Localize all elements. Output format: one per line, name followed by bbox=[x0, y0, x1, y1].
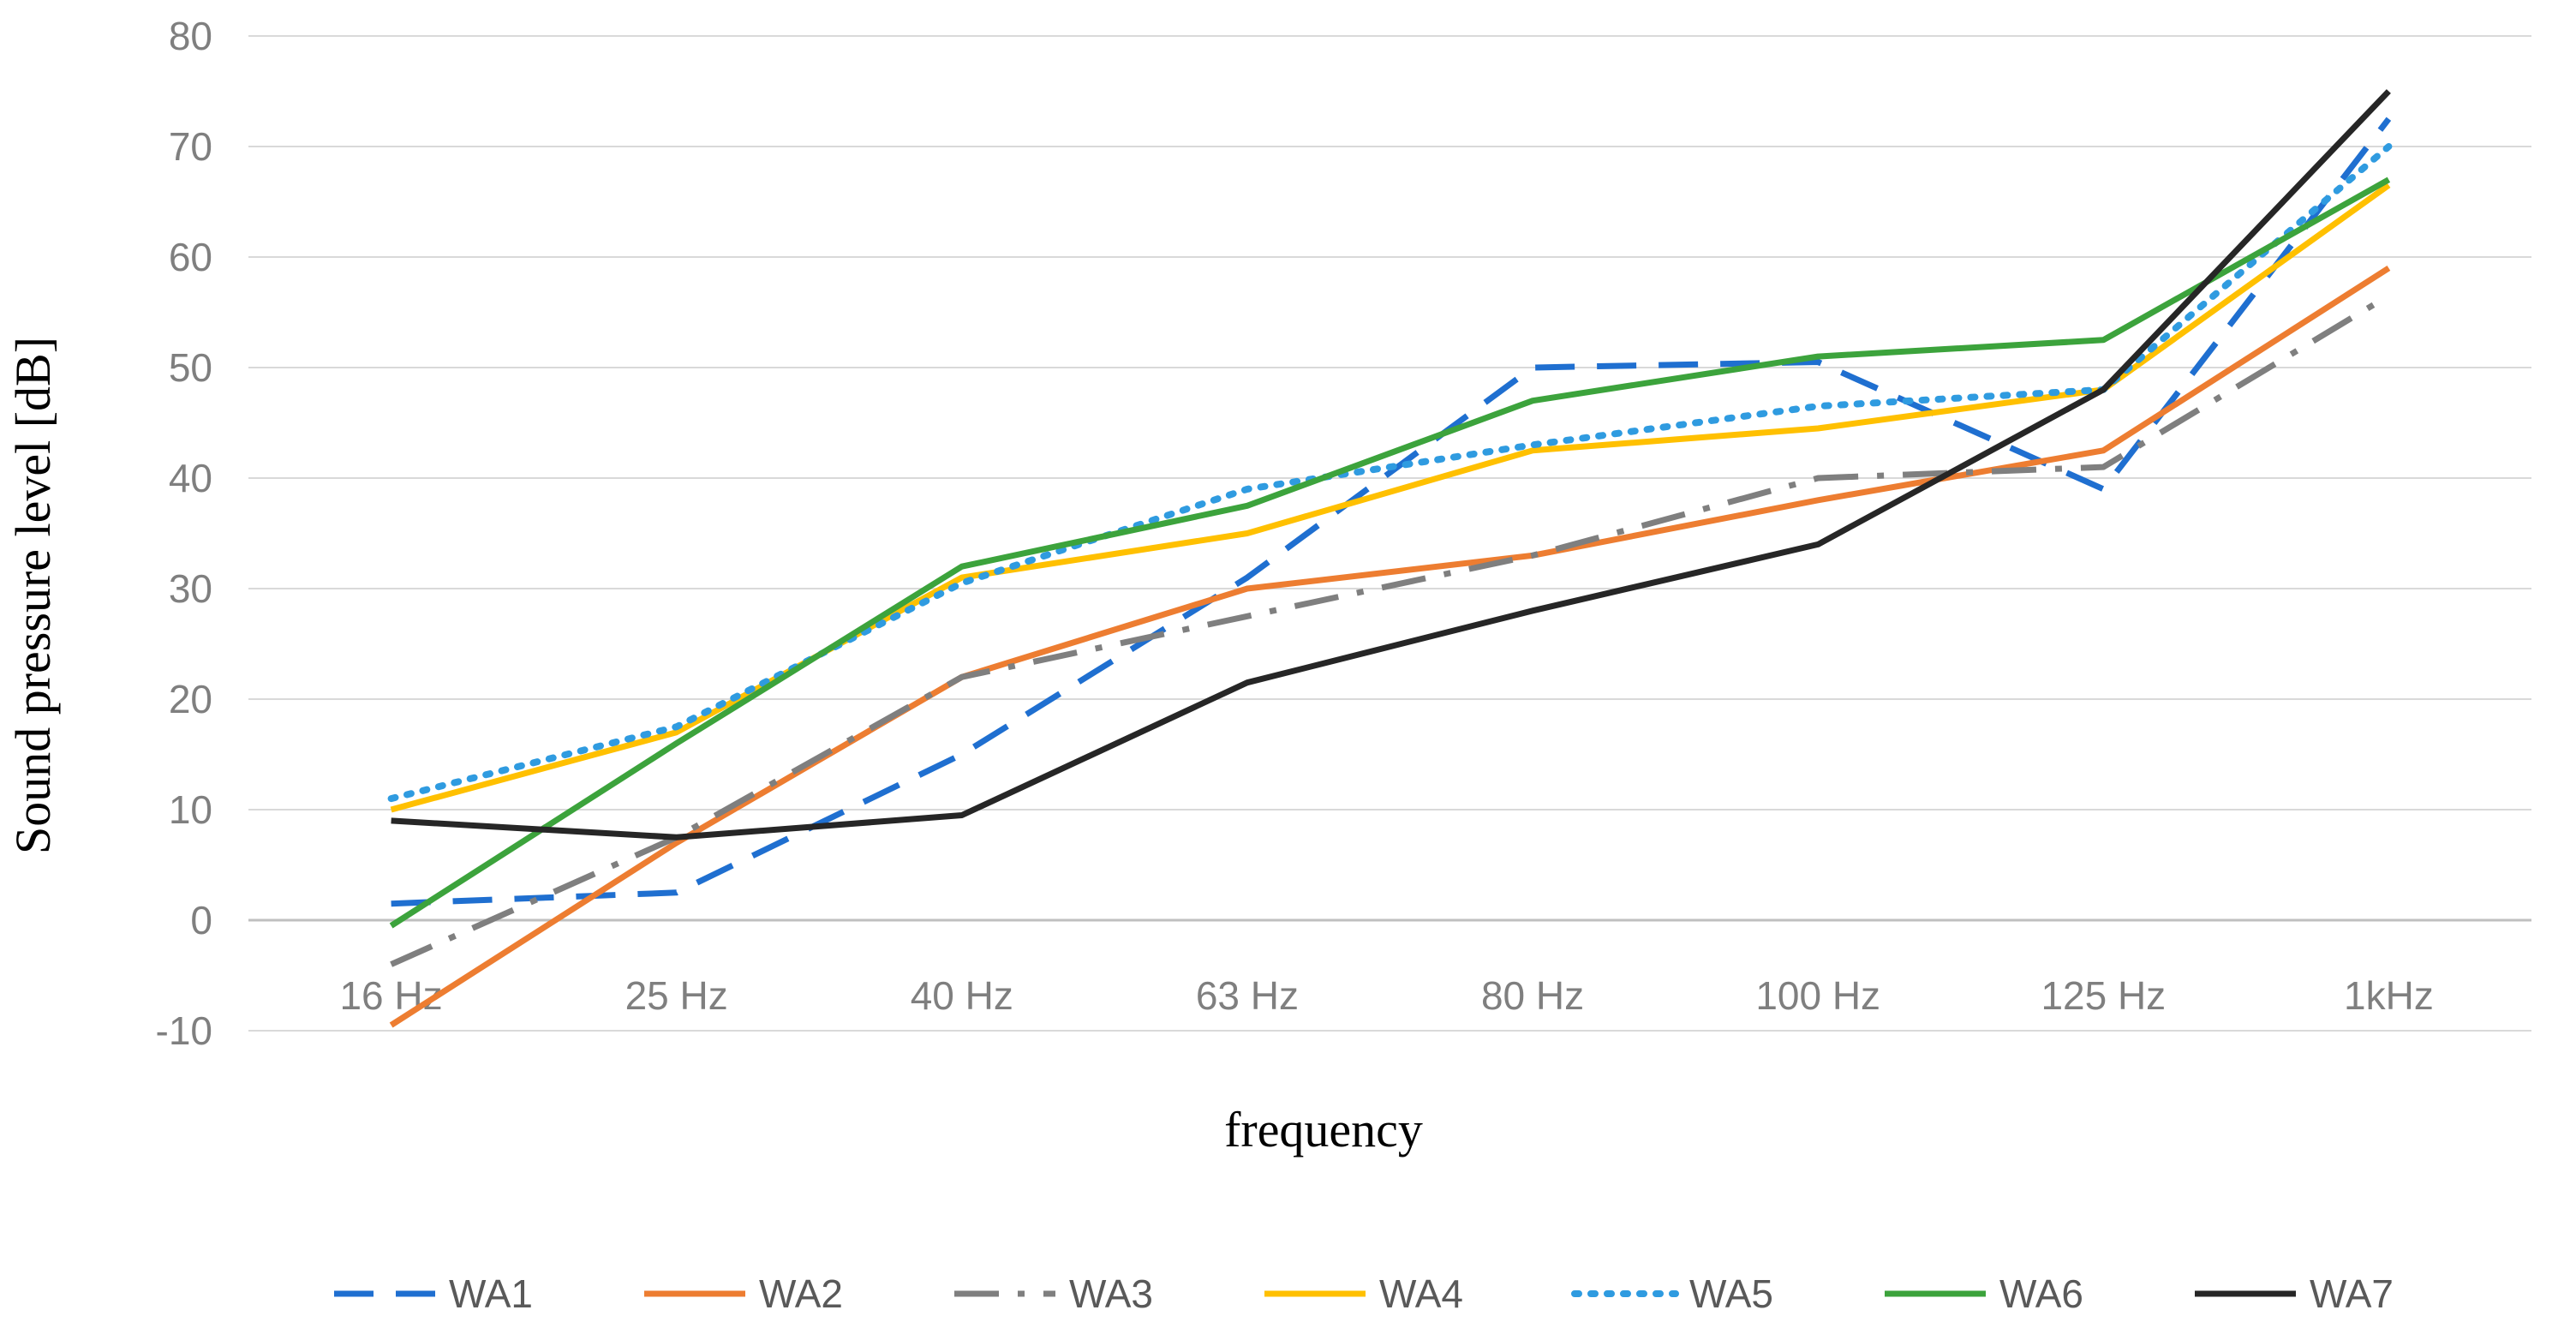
x-tick-label: 25 Hz bbox=[625, 973, 728, 1018]
x-tick-label: 125 Hz bbox=[2041, 973, 2166, 1018]
series-line-wa1 bbox=[391, 117, 2392, 907]
legend-label-wa4: WA4 bbox=[1379, 1271, 1463, 1316]
y-tick-label: 40 bbox=[169, 456, 212, 500]
y-tick-label: 30 bbox=[169, 566, 212, 611]
legend-label-wa7: WA7 bbox=[2310, 1271, 2394, 1316]
x-axis-ticks: 16 Hz 25 Hz 40 Hz 63 Hz 80 Hz 100 Hz 125 Hz 1kH… bbox=[339, 973, 2433, 1018]
x-tick-label: 40 Hz bbox=[911, 973, 1013, 1018]
y-tick-label: 10 bbox=[169, 787, 212, 832]
series-line-wa5 bbox=[387, 143, 2393, 803]
y-axis-ticks: -10 0 10 20 30 40 50 60 70 80 bbox=[156, 14, 212, 1053]
gridlines bbox=[248, 35, 2531, 1032]
legend-label-wa2: WA2 bbox=[759, 1271, 843, 1316]
y-tick-label: 80 bbox=[169, 14, 212, 58]
y-tick-label: 20 bbox=[169, 677, 212, 721]
y-tick-label: 70 bbox=[169, 124, 212, 169]
legend-label-wa5: WA5 bbox=[1689, 1271, 1773, 1316]
series-line-wa2 bbox=[389, 265, 2391, 1028]
x-tick-label: 1kHz bbox=[2344, 973, 2434, 1018]
y-tick-label: 0 bbox=[190, 898, 212, 942]
y-tick-label: 50 bbox=[169, 345, 212, 390]
x-tick-label: 63 Hz bbox=[1196, 973, 1299, 1018]
x-tick-label: 80 Hz bbox=[1481, 973, 1584, 1018]
x-tick-label: 100 Hz bbox=[1755, 973, 1880, 1018]
series-lines bbox=[387, 89, 2393, 1028]
y-tick-label: -10 bbox=[156, 1008, 212, 1053]
legend-label-wa6: WA6 bbox=[1999, 1271, 2083, 1316]
legend-label-wa1: WA1 bbox=[449, 1271, 533, 1316]
legend-label-wa3: WA3 bbox=[1069, 1271, 1153, 1316]
x-tick-label: 16 Hz bbox=[339, 973, 442, 1018]
y-tick-label: 60 bbox=[169, 235, 212, 279]
y-axis-title: Sound pressure level [dB] bbox=[5, 337, 61, 854]
x-axis-title: frequency bbox=[1224, 1102, 1423, 1158]
series-line-wa3 bbox=[390, 293, 2391, 967]
legend: WA1 WA2 WA3 WA4 WA5 WA6 WA7 bbox=[334, 1271, 2394, 1316]
series-line-wa7 bbox=[391, 89, 2391, 840]
series-line-wa6 bbox=[389, 176, 2391, 929]
